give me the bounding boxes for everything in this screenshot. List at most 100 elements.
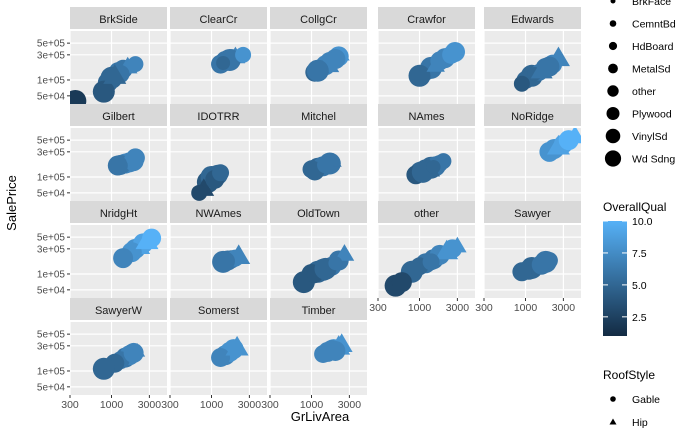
x-tick-label: 3000 xyxy=(238,399,262,411)
data-point xyxy=(391,272,412,293)
facet-strip xyxy=(170,7,267,29)
facet-points xyxy=(408,41,466,87)
facet-strip xyxy=(270,298,367,320)
facet-gilbert: Gilbert xyxy=(69,104,167,201)
size-legend-label: Wd Sdng xyxy=(632,154,675,166)
data-point xyxy=(212,164,230,182)
y-tick-label: 3e+05 xyxy=(37,341,66,352)
facet-label: Gilbert xyxy=(102,111,134,123)
data-point xyxy=(235,46,252,63)
facet-strip xyxy=(484,201,581,223)
facet-label: Crawfor xyxy=(407,14,446,26)
x-tick-label: 3000 xyxy=(138,399,162,411)
size-legend-key xyxy=(607,85,619,97)
data-point xyxy=(325,49,346,70)
data-point xyxy=(92,357,115,380)
data-point xyxy=(316,156,334,174)
color-legend-label: 5.0 xyxy=(632,280,647,292)
facet-nridght: NridgHt xyxy=(69,201,167,298)
facet-label: OldTown xyxy=(297,208,340,220)
facet-label: NoRidge xyxy=(511,111,554,123)
x-tick-label: 3000 xyxy=(446,302,470,314)
facet-points xyxy=(305,46,350,82)
data-point xyxy=(142,228,162,248)
facet-somerst: Somerst xyxy=(169,298,267,395)
color-legend-label: 10.0 xyxy=(632,216,653,228)
data-point xyxy=(334,244,355,261)
facet-strip xyxy=(378,7,475,29)
data-point xyxy=(408,64,431,87)
facet-strip xyxy=(70,104,167,126)
facet-label: Edwards xyxy=(511,14,554,26)
facet-plot-bg xyxy=(170,128,267,201)
shape-legend-label: Hip xyxy=(632,417,648,429)
size-legend-label: other xyxy=(632,86,656,98)
shape-legend-key xyxy=(610,396,616,402)
y-tick-label: 5e+05 xyxy=(37,330,66,341)
color-legend-title: OverallQual xyxy=(603,200,666,214)
facet-strip xyxy=(170,298,267,320)
data-point xyxy=(129,342,146,357)
facet-points xyxy=(513,46,570,92)
facet-points xyxy=(211,335,249,368)
x-tick-label: 1000 xyxy=(300,399,324,411)
facet-noridge: NoRidge xyxy=(483,104,581,201)
data-point xyxy=(113,248,134,269)
data-point xyxy=(512,262,532,282)
facet-points xyxy=(512,250,558,282)
data-point xyxy=(422,253,440,271)
facet-clearcr: ClearCr xyxy=(169,7,267,104)
color-legend-bar xyxy=(603,221,627,336)
x-tick-label: 3000 xyxy=(338,399,362,411)
y-tick-label: 1e+05 xyxy=(37,366,66,377)
y-tick-label: 5e+04 xyxy=(37,91,66,102)
y-tick-label: 3e+05 xyxy=(37,50,66,61)
size-legend-key xyxy=(608,63,618,74)
data-point xyxy=(306,59,329,82)
data-point xyxy=(513,75,530,92)
data-point xyxy=(127,56,144,73)
data-point xyxy=(426,159,441,174)
shape-legend-key xyxy=(609,418,617,425)
facet-strip xyxy=(70,7,167,29)
size-legend-key xyxy=(606,107,620,120)
data-point xyxy=(448,236,467,253)
y-tick-label: 5e+05 xyxy=(37,39,66,50)
facet-label: other xyxy=(414,208,439,220)
facet-sawyerw: SawyerW xyxy=(69,298,167,395)
facet-points xyxy=(70,56,144,104)
data-point xyxy=(325,340,346,361)
shape-legend-title: RoofStyle xyxy=(603,368,655,382)
facet-strip xyxy=(70,298,167,320)
data-point xyxy=(103,64,127,84)
size-legend-key xyxy=(608,41,618,51)
y-tick-label: 1e+05 xyxy=(37,75,66,86)
facet-nwames: NWAmes xyxy=(169,201,267,298)
data-point xyxy=(125,148,145,168)
facet-crawfor: Crawfor xyxy=(377,7,475,104)
facet-label: Timber xyxy=(302,305,336,317)
facet-other: other xyxy=(377,201,475,298)
facet-label: ClearCr xyxy=(200,14,238,26)
facet-label: Somerst xyxy=(198,305,239,317)
size-legend-label: MetalSd xyxy=(632,64,671,76)
facet-points xyxy=(107,148,145,176)
facet-strip xyxy=(270,201,367,223)
x-tick-label: 300 xyxy=(475,302,493,314)
facet-label: CollgCr xyxy=(300,14,337,26)
facet-mitchel: Mitchel xyxy=(269,104,367,201)
size-legend-label: CemntBd xyxy=(632,19,676,31)
data-point xyxy=(225,335,249,356)
facet-collgcr: CollgCr xyxy=(269,7,367,104)
facet-points xyxy=(191,164,230,201)
y-tick-label: 3e+05 xyxy=(37,147,66,158)
facet-strip xyxy=(378,201,475,223)
x-tick-label: 3000 xyxy=(552,302,576,314)
facet-label: IDOTRR xyxy=(197,111,239,123)
facet-points xyxy=(302,152,342,181)
facet-brkside: BrkSide xyxy=(69,7,167,104)
x-tick-label: 1000 xyxy=(100,399,124,411)
data-point xyxy=(107,155,128,176)
size-legend: BrkFace CemntBd HdBoard MetalSd other Plywood… xyxy=(604,0,676,167)
y-tick-label: 5e+04 xyxy=(37,285,66,296)
